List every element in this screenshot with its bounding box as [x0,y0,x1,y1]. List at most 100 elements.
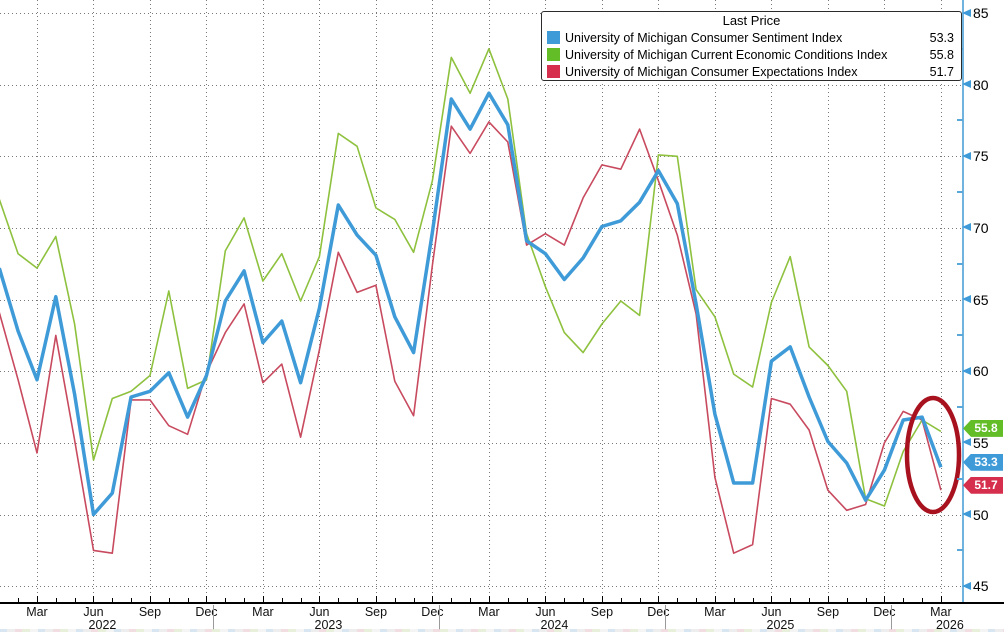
h-gridline [0,586,963,588]
v-gridline [488,0,490,603]
x-minor-tick [168,598,170,602]
series-line-2 [0,121,942,555]
x-minor-tick [300,598,302,602]
y-minor-tick [957,334,963,337]
v-gridline [658,0,660,603]
y-minor-tick [957,191,963,194]
legend-series-value: 53.3 [929,30,954,45]
legend-row-sentiment[interactable]: University of Michigan Consumer Sentimen… [542,29,961,46]
current-conditions-swatch-icon [547,48,560,61]
x-major-tick [36,596,38,602]
x-axis-label: Mar [930,605,952,619]
y-axis-label: 85 [973,5,989,21]
x-major-tick [601,596,603,602]
x-minor-tick [752,598,754,602]
v-gridline [149,0,151,603]
x-minor-tick [394,598,396,602]
x-major-tick [827,596,829,602]
series-lines [0,47,962,555]
x-axis-label: Sep [816,605,840,619]
x-major-tick [771,596,773,602]
x-minor-tick [526,598,528,602]
x-axis-label: Mar [252,605,274,619]
y-axis-label: 50 [973,506,989,523]
x-axis-label: Mar [478,605,500,619]
h-gridline [0,156,963,158]
y-minor-tick [957,406,963,409]
x-minor-tick [18,598,20,602]
last-price-tag-sentiment: 53.3 [963,453,1003,471]
x-major-tick [375,596,377,602]
y-tick-arrow-icon [962,581,971,590]
v-gridline [940,0,942,603]
series-line-0 [0,91,943,517]
legend-series-name: University of Michigan Consumer Expectat… [565,64,858,79]
x-axis-label: Jun [83,605,104,619]
v-gridline [545,0,547,603]
last-price-tag-current-conditions: 55.8 [963,419,1003,437]
x-minor-tick [187,598,189,602]
x-major-tick [940,596,942,602]
x-axis-label: Dec [873,605,896,619]
y-axis-label: 55 [973,434,989,451]
v-gridline [93,0,95,603]
legend-series-value: 51.7 [929,64,954,79]
y-tick-arrow-icon [962,223,971,232]
v-gridline [827,0,829,603]
x-minor-tick [846,598,848,602]
sentiment-swatch-icon [547,31,560,44]
y-axis-label: 70 [973,219,989,236]
x-major-tick [149,596,151,602]
y-minor-tick [957,549,963,552]
v-gridline [714,0,716,603]
x-minor-tick [903,598,905,602]
x-major-tick [432,596,434,602]
h-gridline [0,84,963,86]
series-line-1 [0,47,942,507]
cropped-bottom-strip [0,629,1004,632]
x-minor-tick [413,598,415,602]
x-minor-tick [338,598,340,602]
h-gridline [0,299,963,301]
h-gridline [0,13,963,14]
y-axis-label: 65 [973,291,989,308]
year-label: 2022 [88,618,117,632]
x-minor-tick [696,598,698,602]
legend-row-expectations[interactable]: University of Michigan Consumer Expectat… [542,63,961,80]
x-axis-label: Jun [761,605,782,619]
x-axis-label: Jun [535,605,556,619]
x-minor-tick [281,598,283,602]
v-gridline [375,0,377,603]
x-axis-label: Dec [421,605,444,619]
x-axis-line [0,602,1004,604]
v-gridline [601,0,603,603]
x-minor-tick [733,598,735,602]
legend-series-value: 55.8 [929,47,954,62]
h-gridline [0,227,963,229]
x-minor-tick [583,598,585,602]
year-label: 2024 [540,618,569,632]
x-minor-tick [620,598,622,602]
year-label: 2026 [935,618,964,632]
y-minor-tick [957,477,963,480]
x-minor-tick [865,598,867,602]
year-separator [213,605,215,630]
x-major-tick [319,596,321,602]
y-tick-arrow-icon [962,295,971,304]
x-major-tick [714,596,716,602]
x-minor-tick [451,598,453,602]
year-label: 2025 [766,618,795,632]
v-gridline [884,0,886,603]
y-minor-tick [957,262,963,265]
y-axis-label: 75 [973,148,989,165]
y-tick-arrow-icon [962,8,971,17]
x-major-tick [884,596,886,602]
legend-row-current-conditions[interactable]: University of Michigan Current Economic … [542,46,961,63]
x-axis-label: Dec [647,605,670,619]
x-axis-label: Dec [195,605,218,619]
year-separator [439,605,441,630]
x-axis-label: Sep [590,605,614,619]
annotation-ellipse [904,395,962,515]
x-minor-tick [225,598,227,602]
